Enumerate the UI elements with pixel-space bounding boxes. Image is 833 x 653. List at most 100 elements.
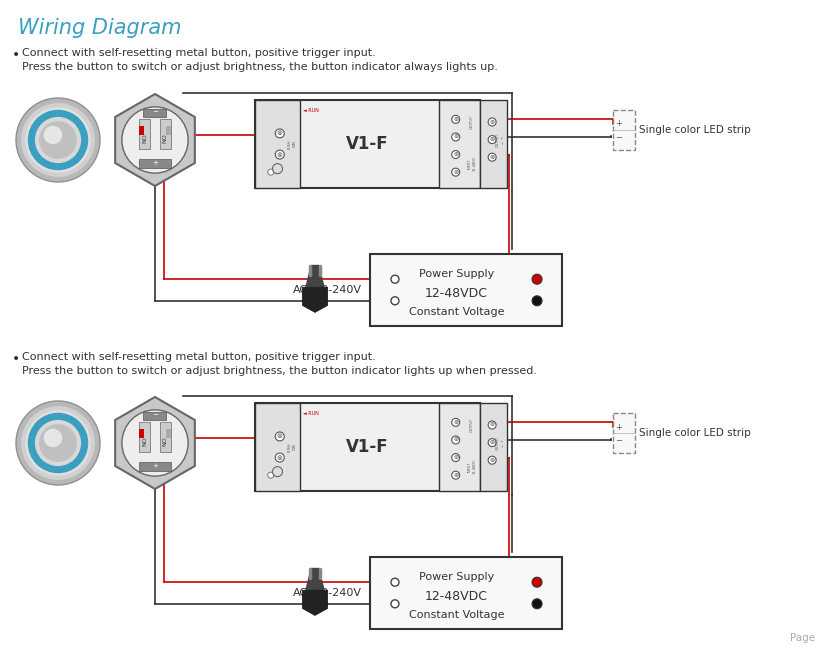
Circle shape [43,126,62,144]
Text: Single color LED strip: Single color LED strip [639,125,751,135]
Circle shape [451,471,460,479]
Bar [480,100,507,188]
Circle shape [488,456,496,464]
Text: ⊗: ⊗ [277,434,282,439]
Text: +: + [615,422,622,432]
Text: 12-48VDC: 12-48VDC [425,590,488,603]
Text: OUTPUT: OUTPUT [470,115,474,129]
Circle shape [488,118,496,126]
Text: ⊗: ⊗ [490,458,495,463]
Text: ⊗: ⊗ [277,151,282,157]
Text: ⊗: ⊗ [277,454,282,460]
Text: ⊗: ⊗ [453,135,458,140]
Text: Constant Voltage: Constant Voltage [409,610,504,620]
Text: Constant Voltage: Constant Voltage [409,307,504,317]
Text: Connect with self-resetting metal button, positive trigger input.: Connect with self-resetting metal button… [22,48,376,58]
Bar [139,462,171,471]
Text: OUTPUT
−  +: OUTPUT − + [496,133,505,147]
Text: INPUT
12-48DC: INPUT 12-48DC [467,155,476,171]
Polygon shape [305,265,325,287]
Text: PUSH
DIM: PUSH DIM [287,139,297,149]
Text: −: − [152,413,158,419]
Text: −: − [615,436,622,445]
Bar [440,403,480,491]
Text: ⊗: ⊗ [453,473,458,477]
Bar [440,100,480,188]
Text: ⊗: ⊗ [490,440,495,445]
Text: ◄ RUN: ◄ RUN [303,411,319,416]
Text: ⊗: ⊗ [490,137,495,142]
Circle shape [16,98,100,182]
Text: −: − [615,133,622,142]
Bar [613,110,635,150]
Text: ⊗: ⊗ [453,170,458,174]
Polygon shape [115,397,195,489]
Circle shape [25,410,91,476]
Text: Press the button to switch or adjust brightness, the button indicator always lig: Press the button to switch or adjust bri… [22,62,498,72]
Bar [160,119,171,149]
Text: 12-48VDC: 12-48VDC [425,287,488,300]
Circle shape [391,297,399,305]
Circle shape [35,420,81,466]
Circle shape [391,578,399,586]
Text: Power Supply: Power Supply [419,269,494,279]
Circle shape [272,467,282,477]
Text: Page: Page [790,633,815,643]
Circle shape [488,153,496,161]
Circle shape [275,129,284,138]
Polygon shape [302,590,327,615]
Circle shape [451,133,460,141]
Text: Single color LED strip: Single color LED strip [639,428,751,438]
Polygon shape [302,287,327,312]
Circle shape [488,421,496,429]
Circle shape [532,296,542,306]
Bar [166,126,171,135]
Text: NO: NO [162,436,167,445]
Bar [480,403,507,491]
Circle shape [39,121,77,159]
Text: ⊗: ⊗ [453,152,458,157]
Text: ⊗: ⊗ [490,155,495,160]
Text: +: + [152,161,158,167]
Bar [160,422,171,452]
Text: V1-F: V1-F [347,438,389,456]
Polygon shape [115,94,195,186]
Text: −: − [152,110,158,116]
Circle shape [451,151,460,159]
Text: OUTPUT
−  +: OUTPUT − + [496,436,505,450]
Text: Power Supply: Power Supply [419,572,494,582]
Bar [255,403,480,491]
Text: Wiring Diagram: Wiring Diagram [18,18,182,38]
Circle shape [451,116,460,123]
Bar [255,100,480,188]
Bar [143,412,167,420]
Text: INPUT
12-48DC: INPUT 12-48DC [467,458,476,474]
Circle shape [27,110,88,170]
Bar [255,403,300,491]
Circle shape [275,432,284,441]
Circle shape [532,274,542,284]
Text: ⊗: ⊗ [453,420,458,425]
Text: AC100-240V: AC100-240V [293,588,362,598]
Bar [139,119,151,149]
Text: V1-F: V1-F [347,135,389,153]
Circle shape [122,107,188,173]
Circle shape [267,169,274,175]
Bar [143,108,167,117]
Circle shape [267,472,274,478]
Circle shape [488,439,496,447]
Bar [139,429,144,438]
Text: OUTPUT: OUTPUT [470,418,474,432]
Text: NO: NO [142,436,147,445]
Bar [255,100,300,188]
Text: +: + [152,464,158,470]
Circle shape [391,600,399,608]
Text: ⊗: ⊗ [490,422,495,428]
Circle shape [122,410,188,476]
Circle shape [21,103,95,177]
Text: PUSH
DIM: PUSH DIM [287,442,297,452]
Circle shape [451,419,460,426]
Text: •: • [12,48,20,62]
Text: ⊗: ⊗ [277,131,282,136]
Circle shape [532,599,542,609]
